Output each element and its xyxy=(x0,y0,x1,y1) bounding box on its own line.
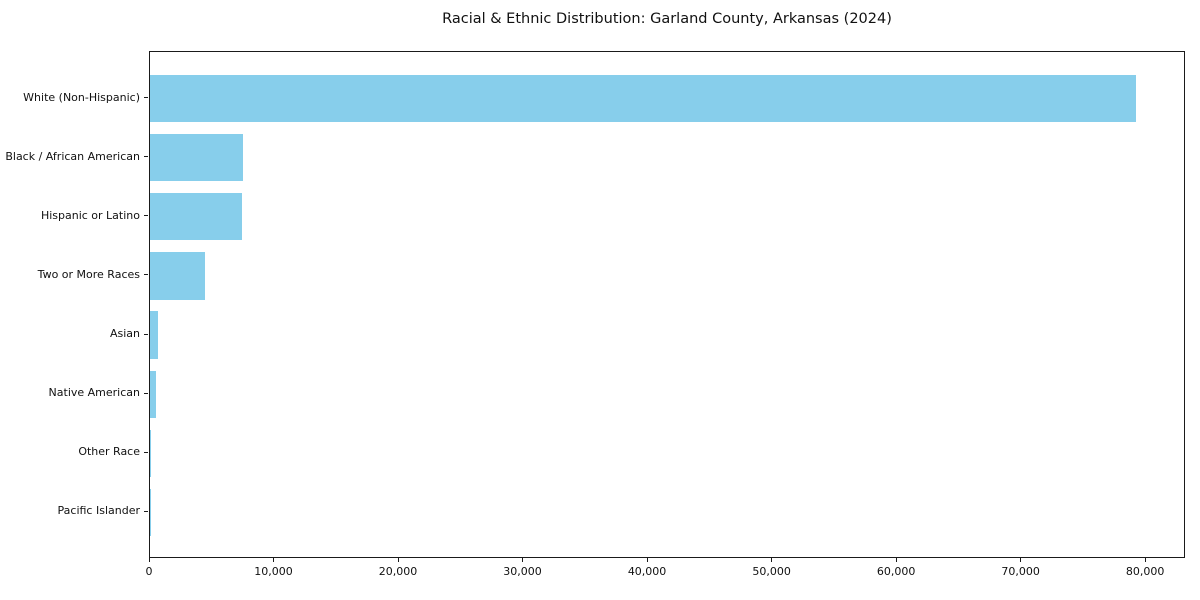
y-axis-tick xyxy=(144,510,148,512)
y-axis-tick xyxy=(144,274,148,276)
x-tick-label-30000: 30,000 xyxy=(503,565,542,578)
bar-pacific-islander xyxy=(150,488,151,536)
x-axis-tick xyxy=(771,558,773,562)
bar-other-race xyxy=(150,429,152,477)
x-axis-tick xyxy=(1144,558,1146,562)
y-tick-label-two-or-more-races: Two or More Races xyxy=(37,267,140,281)
x-tick-label-80000: 80,000 xyxy=(1125,565,1165,578)
x-axis-tick xyxy=(273,558,275,562)
y-axis-tick xyxy=(144,215,148,217)
y-tick-label-pacific-islander: Pacific Islander xyxy=(57,504,140,518)
bar-white-non-hispanic xyxy=(150,75,1136,123)
bar-two-or-more-races xyxy=(150,252,206,300)
y-axis-tick xyxy=(144,392,148,394)
plot-area xyxy=(149,51,1185,558)
bar-native-american xyxy=(150,370,156,418)
x-tick-label-60000: 60,000 xyxy=(876,565,916,578)
bar-asian xyxy=(150,311,159,359)
x-axis-tick xyxy=(397,558,399,562)
y-tick-label-other-race: Other Race xyxy=(78,445,140,459)
y-tick-label-asian: Asian xyxy=(109,327,140,341)
x-tick-label-70000: 70,000 xyxy=(1001,565,1040,578)
y-axis-tick xyxy=(144,156,148,158)
x-tick-label-0: 0 xyxy=(145,565,153,578)
y-tick-label-white-non-hispanic: White (Non-Hispanic) xyxy=(23,90,140,104)
y-axis-tick xyxy=(144,97,148,99)
x-axis-tick xyxy=(522,558,524,562)
bar-black-african-american xyxy=(150,134,244,182)
bar-hispanic-or-latino xyxy=(150,193,242,241)
y-tick-label-native-american: Native American xyxy=(48,386,140,400)
x-axis-tick xyxy=(148,558,150,562)
x-tick-label-10000: 10,000 xyxy=(254,565,293,578)
y-tick-label-hispanic-or-latino: Hispanic or Latino xyxy=(40,208,140,222)
x-tick-label-20000: 20,000 xyxy=(378,565,418,578)
x-axis-tick xyxy=(895,558,897,562)
x-tick-label-50000: 50,000 xyxy=(752,565,791,578)
x-axis-tick xyxy=(1020,558,1022,562)
chart-title: Racial & Ethnic Distribution: Garland Co… xyxy=(442,11,892,27)
x-axis-tick xyxy=(646,558,648,562)
x-tick-label-40000: 40,000 xyxy=(627,565,667,578)
y-axis-tick xyxy=(144,451,148,453)
y-tick-label-black-african-american: Black / African American xyxy=(5,149,140,163)
y-axis-tick xyxy=(144,333,148,335)
